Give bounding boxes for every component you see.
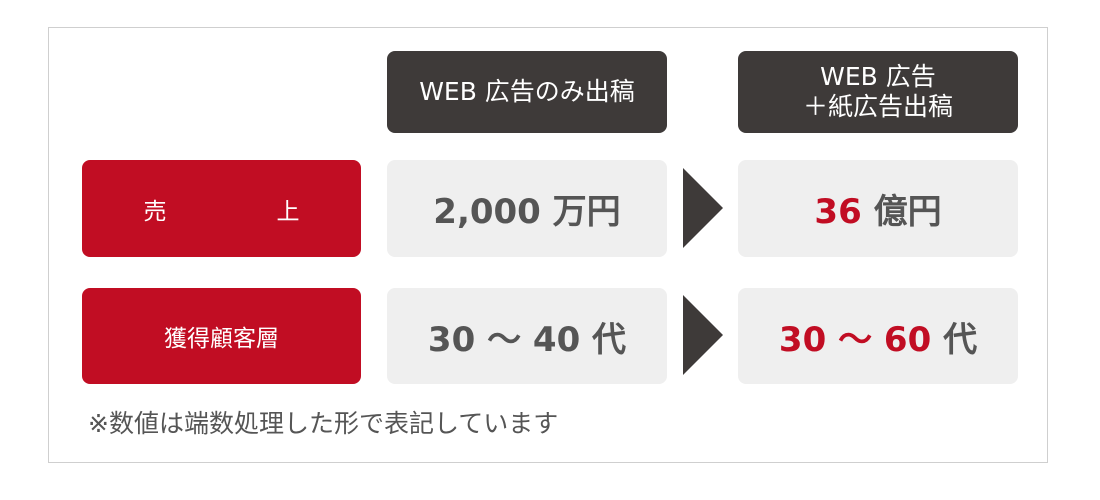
header-line-2: ＋紙広告出稿 (802, 92, 953, 121)
comparison-frame (48, 27, 1048, 463)
label-char: 上 (276, 198, 300, 225)
header-label: WEB 広告 ＋紙広告出稿 (803, 62, 953, 122)
label-char: 売 (143, 198, 167, 225)
value-number: 30 〜 60 (778, 319, 932, 360)
header-web-only: WEB 広告のみ出稿 (387, 51, 667, 133)
arrow-right-icon (683, 295, 723, 375)
customers-after: 30 〜 60 代 (738, 288, 1018, 384)
row-label-customers: 獲得顧客層 (82, 288, 361, 384)
sales-before: 2,000 万円 (387, 160, 667, 257)
value: 2,000 万円 (433, 192, 621, 232)
header-label: WEB 広告のみ出稿 (419, 77, 635, 106)
value-number: 36 (814, 192, 862, 232)
sales-after: 36 億円 (738, 160, 1018, 257)
footnote: ※数値は端数処理した形で表記しています (88, 409, 559, 438)
label-text: 獲得顧客層 (164, 326, 279, 352)
customers-before: 30 〜 40 代 (387, 288, 667, 384)
header-line-1: WEB 広告 (820, 62, 936, 91)
value-unit: 億円 (861, 192, 942, 232)
value-unit: 代 (931, 319, 978, 360)
value: 30 〜 40 代 (427, 319, 627, 360)
header-web-plus-paper: WEB 広告 ＋紙広告出稿 (738, 51, 1018, 133)
arrow-right-icon (683, 168, 723, 248)
row-label-sales: 売上 (82, 160, 361, 257)
